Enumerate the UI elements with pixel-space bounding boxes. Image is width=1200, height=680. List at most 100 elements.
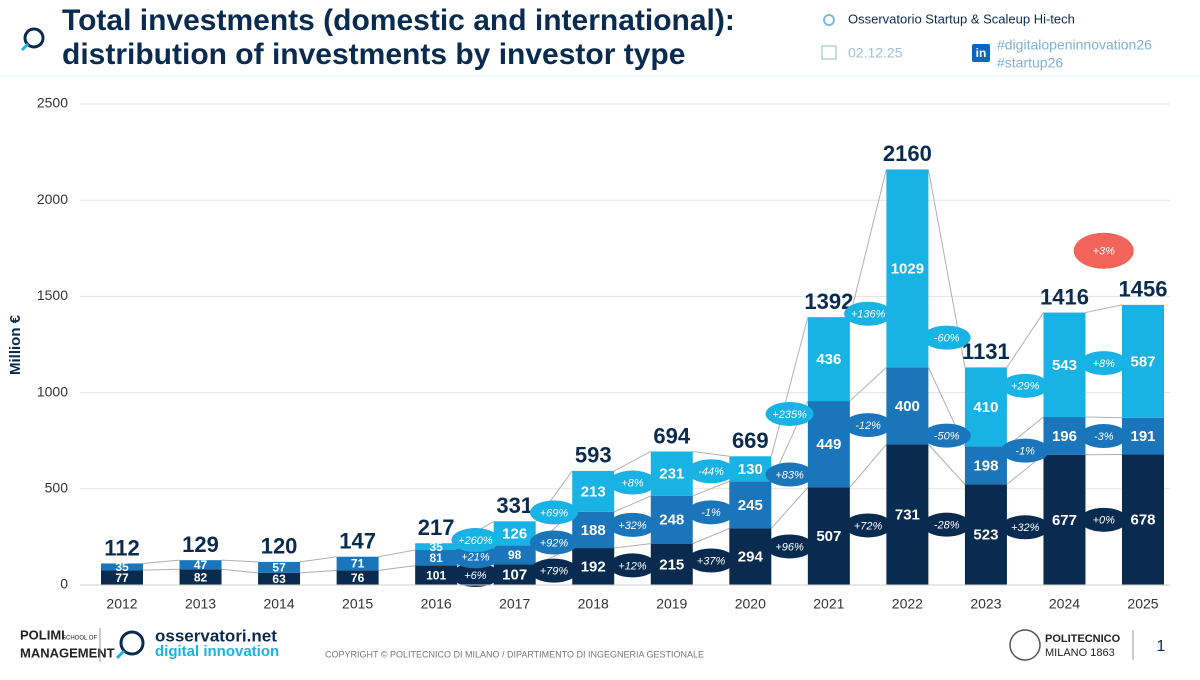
value-label: 126 (502, 525, 527, 542)
value-label: 35 (115, 560, 129, 574)
x-tick-label: 2013 (185, 596, 216, 612)
value-label: 98 (508, 548, 522, 562)
total-label: 129 (182, 532, 219, 557)
growth-label: -1% (701, 507, 721, 519)
value-label: 107 (502, 567, 527, 584)
x-tick-label: 2024 (1049, 596, 1080, 612)
value-label: 57 (272, 561, 286, 575)
value-label: 76 (351, 571, 365, 585)
value-label: 198 (973, 457, 998, 474)
value-label: 47 (194, 558, 208, 572)
connector (614, 496, 651, 512)
value-label: 101 (426, 568, 446, 582)
brand-icon (121, 632, 143, 654)
growth-label: +72% (854, 520, 883, 532)
value-label: 191 (1130, 428, 1155, 445)
icon (824, 15, 834, 25)
growth-label: +92% (540, 537, 569, 549)
connector (143, 569, 180, 570)
growth-label: +12% (618, 560, 647, 572)
x-tick-label: 2012 (106, 596, 137, 612)
growth-label: +29% (1011, 381, 1040, 393)
value-label: 35 (429, 540, 443, 554)
value-label: 1029 (891, 260, 924, 277)
copyright: COPYRIGHT © POLITECNICO DI MILANO / DIPA… (325, 649, 704, 659)
value-label: 245 (738, 497, 763, 514)
connector (693, 528, 730, 543)
connector (1007, 313, 1044, 368)
growth-label: -44% (698, 466, 724, 478)
y-tick-label: 1500 (37, 287, 68, 303)
growth-label: +8% (1093, 358, 1116, 370)
value-label: 294 (738, 549, 764, 566)
x-tick-label: 2020 (735, 596, 766, 612)
x-tick-label: 2019 (656, 596, 687, 612)
growth-label: -28% (934, 520, 960, 532)
value-label: 196 (1052, 428, 1077, 445)
value-label: 731 (895, 507, 920, 524)
x-tick-label: 2023 (970, 596, 1001, 612)
value-label: 400 (895, 398, 920, 415)
value-label: 192 (581, 558, 606, 575)
observatory: Osservatorio Startup & Scaleup Hi-tech (848, 11, 1075, 26)
connector (850, 367, 887, 401)
growth-label: +79% (540, 566, 569, 578)
value-label: 82 (194, 570, 208, 584)
connector (379, 566, 416, 571)
connector (771, 317, 808, 456)
growth-label: +83% (775, 469, 804, 481)
y-tick-label: 2500 (37, 95, 68, 111)
value-label: 231 (659, 466, 684, 483)
page-number: 1 (1157, 638, 1166, 655)
x-tick-label: 2025 (1127, 596, 1158, 612)
growth-label: +21% (461, 551, 490, 563)
school-logo: SCHOOL OF (62, 636, 97, 642)
growth-label: +32% (618, 520, 647, 532)
total-label: 669 (732, 428, 769, 453)
brand: digital innovation (155, 643, 279, 660)
value-label: 188 (581, 522, 606, 539)
growth-label: +69% (540, 507, 569, 519)
footer: POLIMI SCHOOL OF MANAGEMENT osservatori.… (20, 626, 1166, 662)
total-label: 147 (339, 529, 376, 554)
y-tick-label: 1000 (37, 383, 68, 399)
total-label: 694 (653, 423, 690, 448)
hashtag: #startup26 (997, 55, 1063, 71)
value-label: 507 (816, 528, 841, 545)
value-label: 436 (816, 351, 841, 368)
total-label: 112 (104, 535, 140, 560)
growth-label: -50% (934, 431, 960, 443)
x-tick-label: 2022 (892, 596, 923, 612)
connector (771, 487, 808, 528)
university-seal (1010, 630, 1040, 660)
value-label: 543 (1052, 357, 1077, 374)
growth-label: +37% (697, 555, 726, 567)
y-axis-label: Million € (7, 314, 24, 375)
connector (222, 569, 259, 573)
growth-label: -12% (855, 420, 881, 432)
university: MILANO 1863 (1045, 647, 1115, 659)
value-label: 449 (816, 436, 841, 453)
logo-icon (22, 44, 28, 50)
total-label: 120 (261, 534, 298, 559)
growth-label: +6% (464, 570, 487, 582)
value-label: 678 (1130, 512, 1155, 529)
total-label: 593 (575, 443, 612, 468)
total-label: 217 (418, 515, 455, 540)
total-label: 331 (496, 493, 533, 518)
x-tick-label: 2016 (421, 596, 452, 612)
title: distribution of investments by investor … (62, 38, 685, 71)
connector (614, 451, 651, 470)
connector (379, 550, 416, 557)
value-label: 71 (351, 557, 365, 571)
connector (850, 169, 887, 317)
y-tick-label: 500 (45, 480, 69, 496)
growth-label: +8% (621, 477, 644, 489)
growth-label: +260% (458, 535, 493, 547)
total-label: 1131 (962, 339, 1010, 364)
connector (614, 544, 651, 548)
connector (693, 451, 730, 456)
brand-icon (117, 651, 124, 658)
growth-label: -3% (1094, 431, 1114, 443)
